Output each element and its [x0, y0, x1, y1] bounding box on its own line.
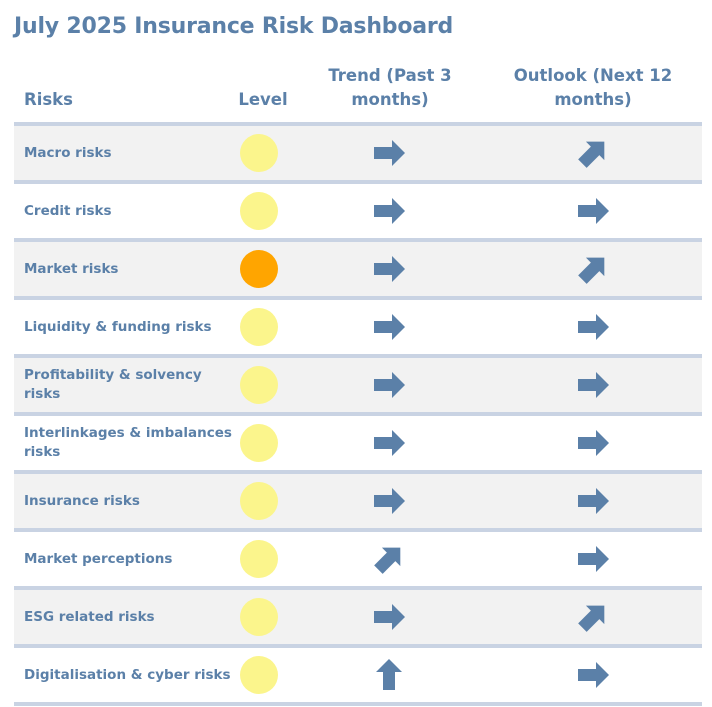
- trend-arrow-icon: [374, 547, 401, 574]
- level-indicator: [240, 366, 278, 404]
- column-header-risks: Risks: [24, 90, 73, 109]
- trend-arrow-icon: [374, 314, 405, 340]
- trend-cell: [369, 590, 409, 644]
- outlook-arrow-icon: [578, 141, 605, 168]
- trend-cell: [369, 242, 409, 296]
- risk-label: Interlinkages & imbalances risks: [24, 425, 232, 460]
- column-header-trend: Trend (Past 3 months): [328, 66, 452, 109]
- level-indicator: [240, 598, 278, 636]
- table-row: Market risks: [14, 238, 702, 296]
- trend-arrow-icon: [374, 256, 405, 282]
- trend-cell: [369, 648, 409, 702]
- outlook-cell: [573, 590, 613, 644]
- table-row: Credit risks: [14, 180, 702, 238]
- trend-arrow-icon: [374, 140, 405, 166]
- trend-cell: [369, 416, 409, 470]
- outlook-cell: [573, 532, 613, 586]
- table-row: Interlinkages & imbalances risks: [14, 412, 702, 470]
- table-row: ESG related risks: [14, 586, 702, 644]
- risk-label: Insurance risks: [24, 492, 140, 509]
- outlook-cell: [573, 648, 613, 702]
- outlook-arrow-icon: [578, 662, 609, 688]
- outlook-arrow-icon: [578, 314, 609, 340]
- table-row: Insurance risks: [14, 470, 702, 528]
- level-indicator: [240, 192, 278, 230]
- level-indicator: [240, 482, 278, 520]
- table-row: Liquidity & funding risks: [14, 296, 702, 354]
- outlook-arrow-icon: [578, 198, 609, 224]
- page-title: July 2025 Insurance Risk Dashboard: [14, 14, 454, 39]
- level-indicator: [240, 308, 278, 346]
- trend-arrow-icon: [374, 488, 405, 514]
- trend-arrow-icon: [374, 604, 405, 630]
- risk-table: Macro risks Credit risks Market risks Liqui…: [14, 122, 702, 706]
- level-indicator: [240, 250, 278, 288]
- outlook-cell: [573, 184, 613, 238]
- outlook-cell: [573, 126, 613, 180]
- risk-label: Digitalisation & cyber risks: [24, 666, 231, 683]
- risk-label: Credit risks: [24, 202, 112, 219]
- trend-cell: [369, 358, 409, 412]
- outlook-cell: [573, 474, 613, 528]
- outlook-arrow-icon: [578, 372, 609, 398]
- outlook-arrow-icon: [578, 257, 605, 284]
- trend-arrow-icon: [374, 198, 405, 224]
- outlook-arrow-icon: [578, 546, 609, 572]
- table-row: Digitalisation & cyber risks: [14, 644, 702, 706]
- level-indicator: [240, 424, 278, 462]
- table-row: Market perceptions: [14, 528, 702, 586]
- trend-cell: [369, 126, 409, 180]
- risk-label: Profitability & solvency risks: [24, 367, 202, 402]
- risk-label: ESG related risks: [24, 608, 155, 625]
- level-indicator: [240, 540, 278, 578]
- risk-label: Liquidity & funding risks: [24, 318, 212, 335]
- outlook-arrow-icon: [578, 488, 609, 514]
- column-header-level: Level: [238, 90, 288, 109]
- table-row: Profitability & solvency risks: [14, 354, 702, 412]
- trend-cell: [369, 300, 409, 354]
- risk-label: Market risks: [24, 260, 119, 277]
- table-row: Macro risks: [14, 122, 702, 180]
- outlook-cell: [573, 416, 613, 470]
- outlook-arrow-icon: [578, 605, 605, 632]
- trend-arrow-icon: [374, 372, 405, 398]
- trend-arrow-icon: [374, 430, 405, 456]
- column-header-outlook: Outlook (Next 12 months): [513, 66, 673, 109]
- trend-cell: [369, 474, 409, 528]
- outlook-cell: [573, 242, 613, 296]
- trend-cell: [369, 532, 409, 586]
- level-indicator: [240, 656, 278, 694]
- outlook-arrow-icon: [578, 430, 609, 456]
- outlook-cell: [573, 300, 613, 354]
- trend-arrow-icon: [376, 659, 402, 690]
- level-indicator: [240, 134, 278, 172]
- trend-cell: [369, 184, 409, 238]
- outlook-cell: [573, 358, 613, 412]
- risk-label: Macro risks: [24, 144, 112, 161]
- risk-label: Market perceptions: [24, 550, 173, 567]
